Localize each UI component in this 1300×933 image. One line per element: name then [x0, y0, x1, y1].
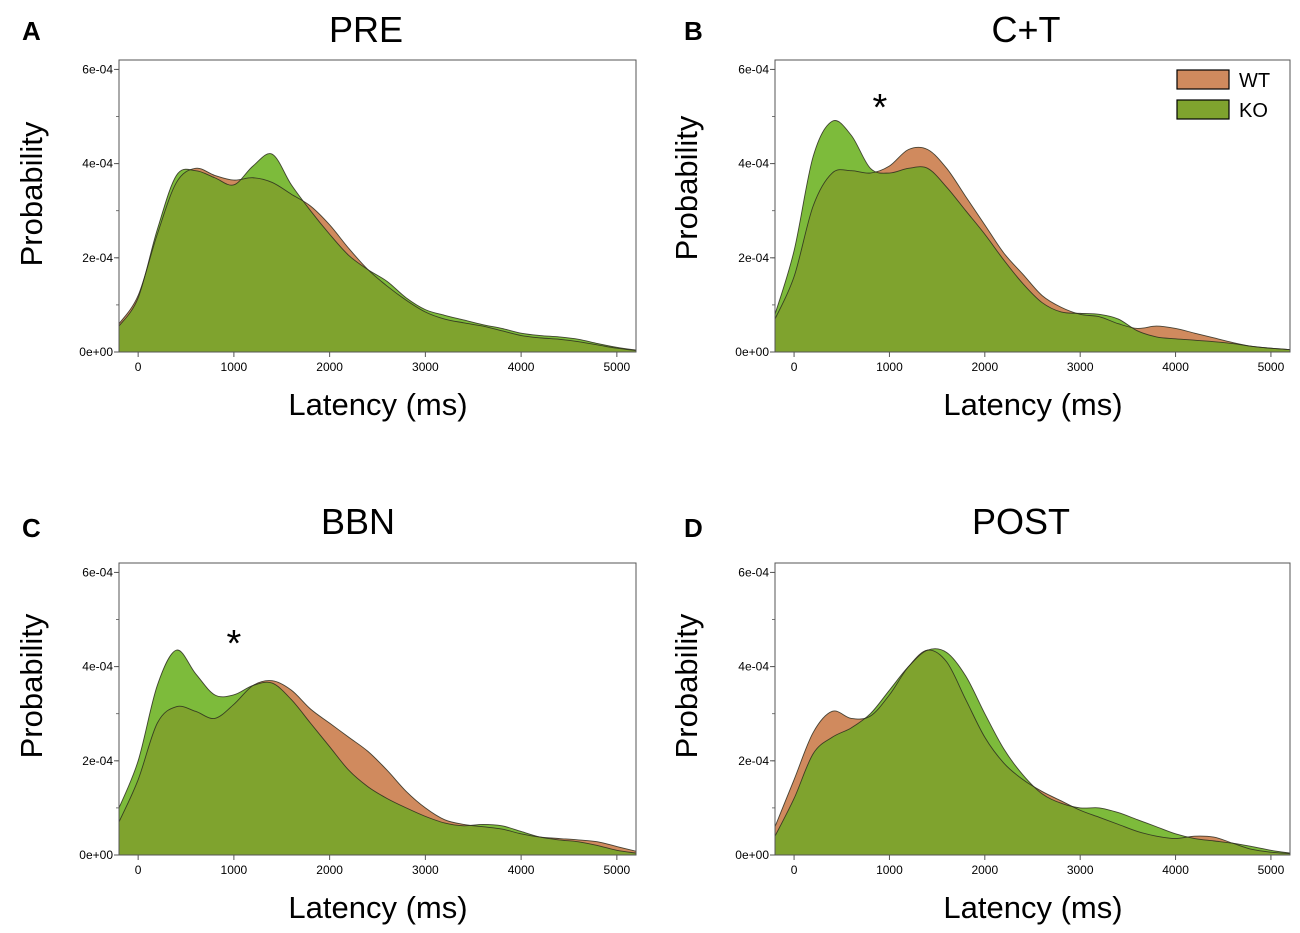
legend-label-ko: KO	[1239, 100, 1268, 122]
x-axis-label: Latency (ms)	[288, 387, 467, 422]
y-axis-label: Probability	[669, 613, 704, 758]
y-tick-label: 4e-04	[82, 157, 113, 171]
panel-title: PRE	[329, 9, 403, 50]
panel-title: C+T	[991, 9, 1060, 50]
series-ko-line	[119, 153, 636, 351]
x-tick-label: 1000	[221, 863, 248, 877]
density-areas	[119, 153, 636, 352]
y-tick-label: 0e+00	[735, 345, 769, 359]
x-tick-label: 2000	[316, 360, 343, 374]
panel-title: BBN	[321, 501, 395, 542]
series-ko-line	[119, 649, 636, 854]
x-tick-label: 5000	[1258, 863, 1285, 877]
series-wt-line	[119, 167, 636, 352]
x-tick-label: 5000	[604, 360, 631, 374]
panel-letter: A	[22, 16, 41, 46]
plot-frame	[774, 562, 1291, 856]
plot-frame	[774, 59, 1291, 353]
series-wt-line	[775, 146, 1290, 351]
panel-b: B C+T 0e+00 2e-04 4e-04 6e-04 0 1000 2000 3000 400…	[669, 9, 1291, 422]
y-tick-label: 2e-04	[738, 754, 769, 768]
panel-a: A PRE 0e+00 2e-04 4e-04 6e-04 0 1000 2000 3000 400…	[14, 9, 637, 422]
x-tick-label: 4000	[1162, 863, 1189, 877]
y-tick-label: 6e-04	[738, 565, 769, 579]
density-areas	[775, 648, 1290, 855]
panel-c: C BBN 0e+00 2e-04 4e-04 6e-04 0 1000 2000 3000 400…	[14, 501, 637, 925]
x-tick-label: 5000	[1258, 360, 1285, 374]
legend-swatch-ko	[1176, 99, 1230, 120]
x-tick-label: 5000	[604, 863, 631, 877]
overlap-area	[119, 168, 636, 352]
density-areas	[775, 120, 1290, 352]
y-tick-label: 2e-04	[82, 754, 113, 768]
legend: WT KO	[1176, 69, 1270, 122]
x-tick-label: 2000	[971, 360, 998, 374]
series-ko-line	[775, 120, 1290, 351]
plot-frame	[118, 59, 637, 353]
x-tick-label: 4000	[1162, 360, 1189, 374]
y-tick-label: 6e-04	[738, 62, 769, 76]
plot-frame	[118, 562, 637, 856]
y-tick-label: 0e+00	[79, 848, 113, 862]
y-tick-label: 6e-04	[82, 565, 113, 579]
series-ko-line	[775, 648, 1290, 854]
panel-d: D POST 0e+00 2e-04 4e-04 6e-04 0 1000 2000 3000 40…	[669, 501, 1291, 925]
x-tick-label: 4000	[508, 360, 535, 374]
x-tick-label: 3000	[412, 360, 439, 374]
x-tick-label: 3000	[412, 863, 439, 877]
y-tick-label: 6e-04	[82, 62, 113, 76]
density-areas	[119, 649, 636, 855]
x-tick-label: 1000	[876, 360, 903, 374]
x-tick-label: 0	[791, 360, 798, 374]
x-tick-label: 0	[791, 863, 798, 877]
overlap-area	[775, 650, 1290, 855]
x-tick-label: 4000	[508, 863, 535, 877]
y-tick-label: 0e+00	[79, 345, 113, 359]
panel-letter: B	[684, 16, 703, 46]
panel-letter: D	[684, 513, 703, 543]
y-tick-label: 4e-04	[738, 660, 769, 674]
legend-label-wt: WT	[1239, 70, 1270, 92]
y-axis-label: Probability	[669, 115, 704, 260]
y-tick-label: 4e-04	[82, 660, 113, 674]
x-axis-label: Latency (ms)	[943, 387, 1122, 422]
panel-title: POST	[972, 501, 1070, 542]
x-tick-label: 2000	[316, 863, 343, 877]
y-tick-label: 2e-04	[82, 251, 113, 265]
y-tick-label: 2e-04	[738, 251, 769, 265]
panel-letter: C	[22, 513, 41, 543]
y-tick-label: 0e+00	[735, 848, 769, 862]
x-tick-label: 1000	[876, 863, 903, 877]
x-axis-label: Latency (ms)	[943, 890, 1122, 925]
overlap-area	[119, 680, 636, 855]
series-wt-line	[119, 680, 636, 852]
x-tick-label: 1000	[221, 360, 248, 374]
overlap-area	[775, 147, 1290, 352]
x-axis-label: Latency (ms)	[288, 890, 467, 925]
y-axis-label: Probability	[14, 121, 49, 266]
x-tick-label: 0	[135, 360, 142, 374]
significance-asterisk: *	[873, 87, 888, 129]
x-tick-label: 3000	[1067, 863, 1094, 877]
y-axis-label: Probability	[14, 613, 49, 758]
significance-asterisk: *	[226, 623, 241, 665]
x-tick-label: 0	[135, 863, 142, 877]
y-tick-label: 4e-04	[738, 157, 769, 171]
x-tick-label: 2000	[971, 863, 998, 877]
x-tick-label: 3000	[1067, 360, 1094, 374]
legend-swatch-wt	[1176, 69, 1230, 90]
